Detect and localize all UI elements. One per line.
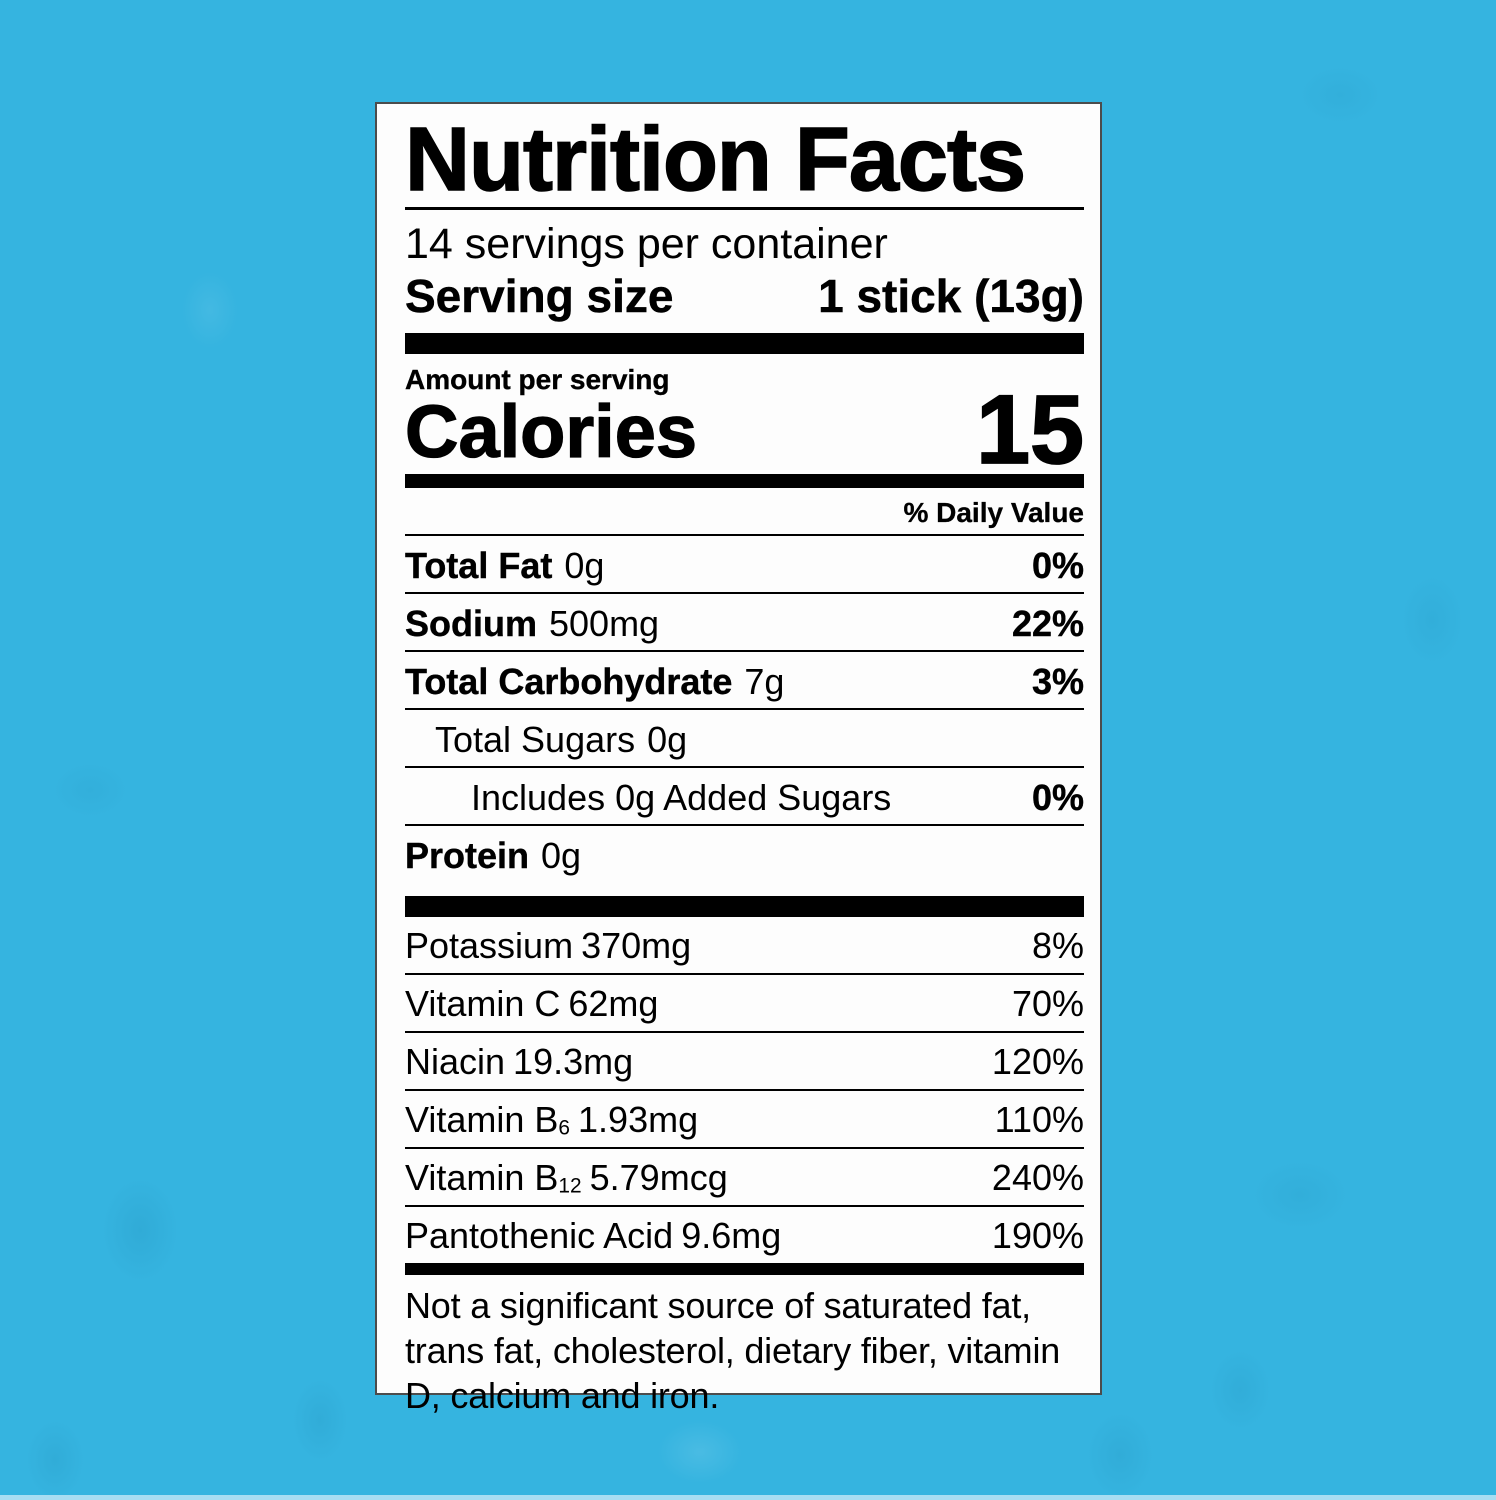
nutrient-name: Vitamin C bbox=[405, 983, 561, 1025]
nutrient-daily-value-percent: 240% bbox=[991, 1157, 1084, 1199]
nutrient-daily-value-percent: 8% bbox=[1031, 925, 1084, 967]
nutrient-amount: 0g bbox=[647, 719, 688, 761]
nutrient-amount: 0g bbox=[564, 545, 605, 587]
nutrient-amount: 9.6mg bbox=[681, 1215, 782, 1257]
nutrient-daily-value-percent: 22% bbox=[1011, 603, 1084, 645]
nutrient-daily-value-percent: 190% bbox=[991, 1215, 1084, 1257]
nutrient-row: Sodium 500mg 22% bbox=[405, 594, 1084, 653]
nutrient-daily-value-percent: 0% bbox=[1031, 545, 1084, 587]
nutrient-daily-value-percent: 110% bbox=[994, 1099, 1084, 1141]
macro-nutrient-rows: Total Fat 0g 0% Sodium 500mg 22% Total Carbohy… bbox=[405, 536, 1084, 882]
nutrient-daily-value-percent: 3% bbox=[1031, 661, 1084, 703]
calories-divider-bar bbox=[405, 474, 1084, 489]
nutrient-row: Total Sugars 0g bbox=[405, 710, 1084, 769]
section-bar-bottom bbox=[405, 1263, 1084, 1276]
nutrient-amount: 7g bbox=[744, 661, 785, 703]
serving-size-value: 1 stick (13g) bbox=[818, 269, 1084, 322]
vitamin-row: Pantothenic Acid 9.6mg 190% bbox=[405, 1207, 1084, 1263]
nutrient-name: Total Fat bbox=[405, 545, 553, 587]
nutrient-row: Includes 0g Added Sugars 0% bbox=[405, 768, 1084, 827]
calories-label: Calories bbox=[404, 389, 698, 473]
nutrient-row: Protein 0g bbox=[405, 826, 1084, 882]
nutrient-row: Total Carbohydrate 7g 3% bbox=[405, 652, 1084, 711]
nutrient-name: Total Carbohydrate bbox=[405, 661, 733, 703]
amount-per-serving: Amount per serving bbox=[405, 363, 670, 395]
daily-value-header: % Daily Value bbox=[405, 488, 1084, 537]
nutrient-name: Sodium bbox=[405, 603, 537, 645]
nutrient-name: Niacin bbox=[405, 1041, 506, 1083]
nutrient-name: Vitamin B12 bbox=[405, 1157, 582, 1199]
nutrient-row: Total Fat 0g 0% bbox=[405, 536, 1084, 595]
title-divider bbox=[405, 206, 1084, 210]
vitamin-row: Potassium 370mg 8% bbox=[405, 917, 1084, 976]
nutrient-amount: 370mg bbox=[581, 925, 692, 967]
nutrient-amount: 500mg bbox=[549, 603, 660, 645]
nutrient-name: Total Sugars bbox=[435, 719, 636, 761]
vitamin-row: Vitamin B6 1.93mg 110% bbox=[405, 1091, 1084, 1150]
section-bar-top bbox=[405, 332, 1084, 354]
background-bottom-strip bbox=[0, 1495, 1496, 1500]
vitamin-row: Vitamin B12 5.79mcg 240% bbox=[405, 1149, 1084, 1208]
calories-row: Calories 15 bbox=[404, 374, 1085, 484]
vitamin-mineral-rows: Potassium 370mg 8% Vitamin C 62mg 70% Niacin 19… bbox=[405, 917, 1084, 1263]
nutrient-name: Potassium bbox=[405, 925, 574, 967]
nutrient-name: Includes 0g Added Sugars bbox=[471, 777, 892, 819]
nutrient-daily-value-percent: 120% bbox=[991, 1041, 1084, 1083]
nutrient-name: Protein bbox=[405, 835, 530, 877]
nutrient-amount: 62mg bbox=[568, 983, 659, 1025]
footnote: Not a significant source of saturated fa… bbox=[405, 1285, 1061, 1416]
section-bar-middle bbox=[405, 896, 1084, 918]
vitamin-row: Niacin 19.3mg 120% bbox=[405, 1033, 1084, 1092]
vitamin-row: Vitamin C 62mg 70% bbox=[405, 975, 1084, 1034]
calories-value: 15 bbox=[975, 374, 1085, 484]
nutrient-daily-value-percent: 0% bbox=[1031, 777, 1084, 819]
nutrient-amount: 5.79mcg bbox=[589, 1157, 728, 1199]
nutrient-amount: 1.93mg bbox=[578, 1099, 699, 1141]
nutrition-facts-label: Nutrition Facts 14 servings per containe… bbox=[375, 102, 1102, 1416]
nutrient-name-subscript: 6 bbox=[558, 1116, 571, 1140]
label-title: Nutrition Facts bbox=[404, 110, 1027, 210]
serving-size-row: Serving size 1 stick (13g) bbox=[405, 269, 1085, 322]
nutrient-name-subscript: 12 bbox=[558, 1174, 582, 1198]
nutrient-amount: 0g bbox=[541, 835, 582, 877]
nutrient-name: Pantothenic Acid bbox=[405, 1215, 674, 1257]
serving-size-label: Serving size bbox=[405, 269, 674, 322]
nutrient-daily-value-percent: 70% bbox=[1011, 983, 1084, 1025]
nutrient-name: Vitamin B6 bbox=[405, 1099, 571, 1141]
nutrient-amount: 19.3mg bbox=[513, 1041, 634, 1083]
servings-per-container: 14 servings per container bbox=[405, 219, 888, 268]
